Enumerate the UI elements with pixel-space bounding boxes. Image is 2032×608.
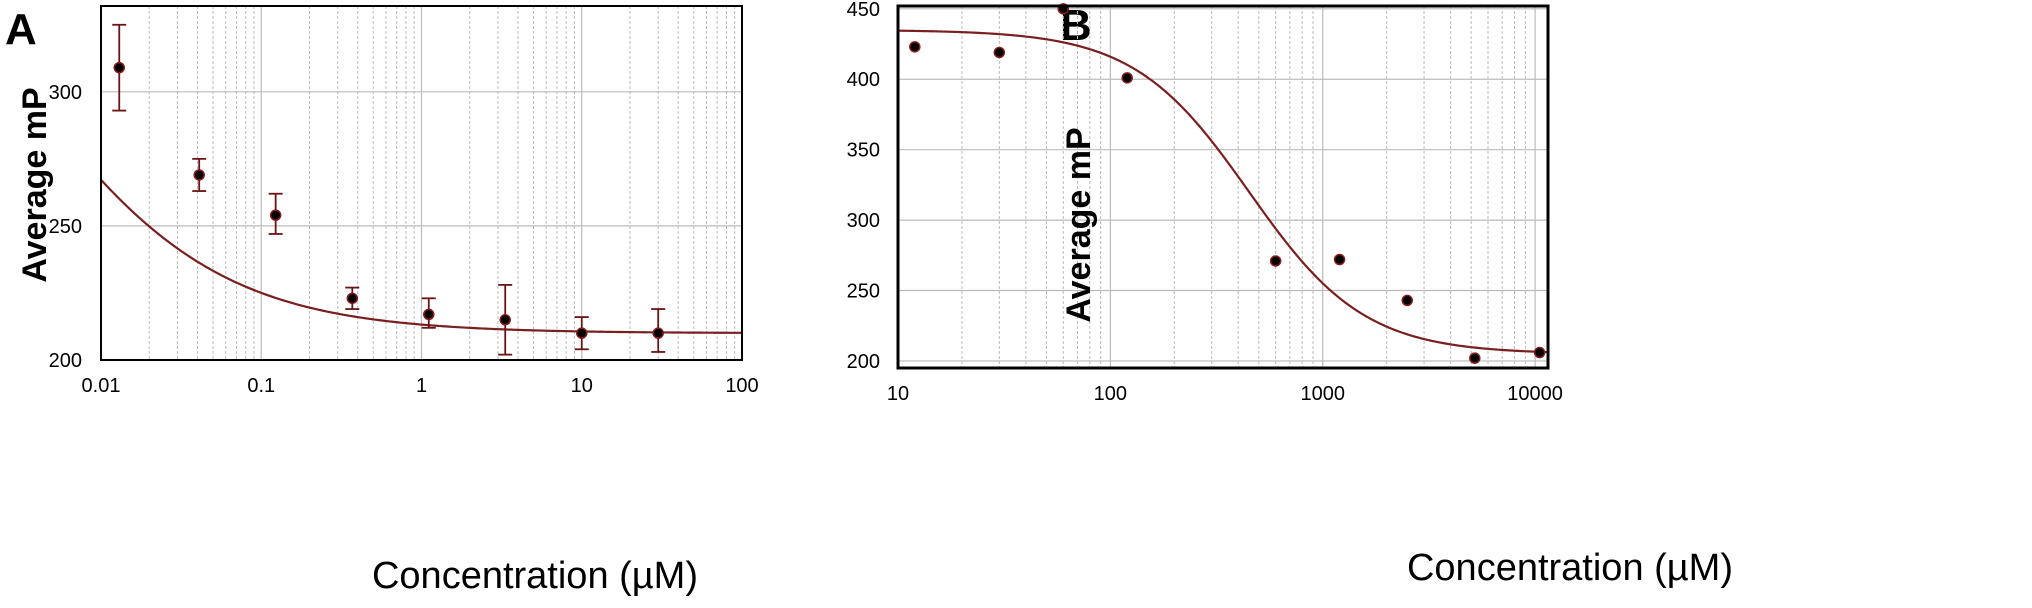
b-x-tick-label: 10 bbox=[887, 383, 909, 405]
a-x-tick-label: 1 bbox=[416, 375, 427, 397]
panel-b-x-axis-title: Concentration (µM) bbox=[1407, 547, 1733, 589]
b-y-tick-label: 250 bbox=[847, 281, 880, 303]
a-y-tick-label: 250 bbox=[49, 216, 82, 238]
b-data-point bbox=[1533, 346, 1546, 359]
panel-a-label: A bbox=[5, 5, 37, 54]
panel-a-y-axis-title: Average mP bbox=[16, 87, 54, 282]
panel-a-plot-frame bbox=[100, 5, 743, 361]
b-y-tick-label: 200 bbox=[847, 351, 880, 373]
panel-a-grid bbox=[100, 6, 743, 361]
b-y-tick-label: 400 bbox=[847, 69, 880, 91]
a-x-tick-label: 0.01 bbox=[82, 375, 121, 397]
b-y-tick-label: 350 bbox=[847, 140, 880, 162]
a-y-tick-label: 300 bbox=[49, 82, 82, 104]
b-data-point bbox=[1333, 253, 1346, 266]
b-x-tick-label: 100 bbox=[1094, 383, 1127, 405]
panel-a-fit-curve bbox=[100, 179, 742, 334]
panel-b-fit-curve bbox=[897, 29, 1549, 354]
panel-a-x-axis-title: Concentration (µM) bbox=[372, 555, 698, 597]
panel-b-tick-labels: 10 100 1000 10000 200 250 300 350 400 450 bbox=[847, 0, 1563, 405]
panel-b-plot-frame bbox=[896, 4, 1550, 370]
a-data-point bbox=[346, 292, 359, 305]
panel-b-points bbox=[909, 3, 1546, 364]
a-data-point bbox=[269, 209, 282, 221]
b-y-tick-label: 450 bbox=[847, 0, 880, 21]
b-data-point bbox=[1269, 255, 1282, 267]
a-x-tick-label: 0.1 bbox=[247, 375, 275, 397]
b-data-point bbox=[1121, 72, 1133, 84]
panel-b-y-axis-title: Average mP bbox=[1060, 127, 1098, 322]
a-data-point bbox=[499, 314, 511, 326]
b-data-point bbox=[1469, 352, 1481, 364]
b-y-tick-label: 300 bbox=[847, 210, 880, 232]
a-x-tick-label: 100 bbox=[725, 375, 758, 397]
b-x-tick-label: 1000 bbox=[1300, 383, 1345, 405]
b-data-point bbox=[993, 46, 1006, 59]
a-data-point bbox=[193, 169, 205, 181]
panel-a-points bbox=[112, 23, 666, 356]
b-data-point bbox=[909, 41, 921, 53]
b-data-point bbox=[1401, 294, 1414, 307]
a-data-point bbox=[113, 61, 126, 74]
a-data-point bbox=[652, 327, 664, 339]
a-x-tick-label: 10 bbox=[571, 375, 593, 397]
panel-a: A 0.01 0.1 1 10 100 200 250 300 Concentration (… bbox=[5, 5, 759, 597]
a-data-point bbox=[423, 308, 435, 321]
panel-b-grid bbox=[897, 6, 1548, 368]
a-fit-line bbox=[100, 179, 742, 334]
a-y-tick-label: 200 bbox=[49, 350, 82, 372]
b-x-tick-label: 10000 bbox=[1507, 383, 1563, 405]
a-data-point bbox=[576, 327, 588, 339]
b-fit-line bbox=[897, 29, 1549, 354]
panel-a-tick-labels: 0.01 0.1 1 10 100 200 250 300 bbox=[49, 82, 759, 397]
